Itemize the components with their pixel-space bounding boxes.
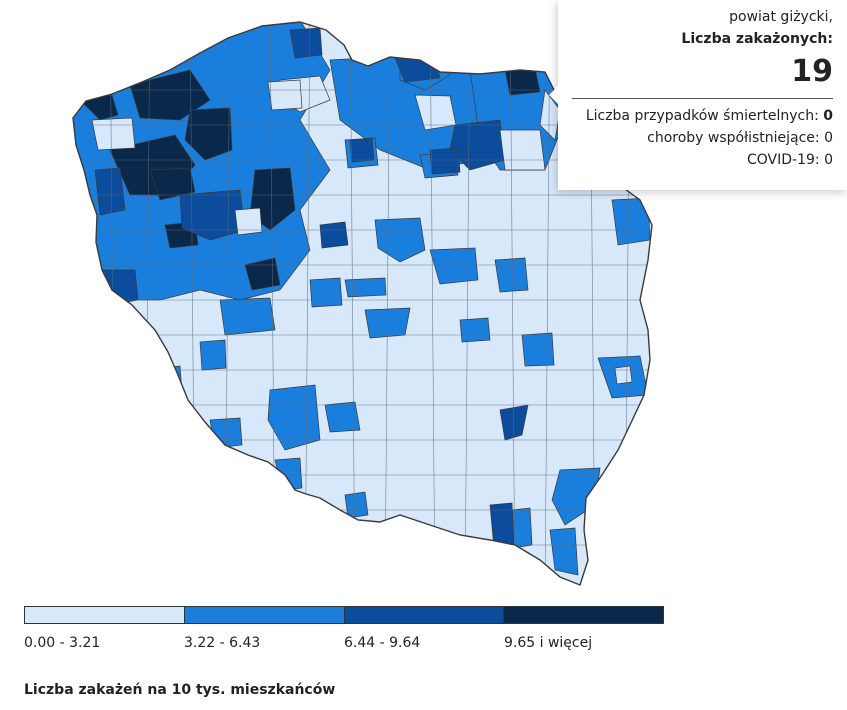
- tooltip-covid-value: 0: [824, 152, 833, 168]
- tooltip-region-name: powiat giżycki,: [729, 9, 833, 25]
- legend-labels: 0.00 - 3.21 3.22 - 6.43 6.44 - 9.64 9.65…: [24, 635, 664, 651]
- district-c-15[interactable]: [267, 384, 321, 451]
- district-c-6[interactable]: [459, 317, 491, 343]
- district-c-7[interactable]: [521, 332, 555, 367]
- district-dark-c-1[interactable]: [319, 221, 349, 249]
- district-se-dark-4[interactable]: [429, 147, 461, 175]
- tooltip-deaths-label: Liczba przypadków śmiertelnych:: [585, 108, 819, 124]
- district-dark-west-edge[interactable]: [94, 167, 126, 216]
- district-c-21[interactable]: [549, 527, 579, 576]
- poland-choropleth-map[interactable]: [0, 0, 847, 600]
- district-c-12[interactable]: [199, 339, 227, 371]
- district-dark-nw-3[interactable]: [184, 107, 233, 161]
- tooltip-deaths-row: Liczba przypadków śmiertelnych: 0: [572, 105, 833, 127]
- district-c-3[interactable]: [494, 257, 529, 293]
- legend-label-1: 3.22 - 6.43: [184, 635, 261, 651]
- tooltip-comorbid-value: 0: [824, 130, 833, 146]
- district-c-9[interactable]: [309, 277, 343, 308]
- district-ne-light-2[interactable]: [499, 129, 546, 171]
- district-c-14[interactable]: [124, 369, 144, 393]
- map-legend: 0.00 - 3.21 3.22 - 6.43 6.44 - 9.64 9.65…: [24, 606, 664, 651]
- district-c-17[interactable]: [324, 401, 361, 433]
- district-nw-light-2[interactable]: [234, 207, 263, 236]
- district-dark-center[interactable]: [249, 167, 296, 231]
- legend-label-0: 0.00 - 3.21: [24, 635, 101, 651]
- district-c-20[interactable]: [551, 467, 601, 526]
- legend-swatch-1[interactable]: [184, 607, 345, 623]
- district-se-dark-3[interactable]: [349, 137, 375, 163]
- tooltip-deaths-value: 0: [823, 108, 833, 124]
- district-c-19[interactable]: [344, 491, 369, 519]
- tooltip-covid-label: COVID-19:: [747, 152, 820, 168]
- district-c-1[interactable]: [374, 217, 426, 263]
- district-dark-nw-5[interactable]: [149, 167, 196, 201]
- district-ne-dark[interactable]: [504, 67, 541, 96]
- district-se-dark-1[interactable]: [499, 404, 529, 441]
- tooltip-comorbid-label: choroby współistniejące:: [647, 130, 820, 146]
- map-svg[interactable]: [0, 0, 847, 600]
- tooltip-metric-value: 19: [791, 54, 833, 89]
- district-dark-w-lower-2[interactable]: [244, 257, 281, 291]
- district-c-11[interactable]: [219, 297, 276, 336]
- legend-swatch-2[interactable]: [344, 607, 505, 623]
- district-dark-w-mid-2[interactable]: [179, 189, 246, 241]
- tooltip-pointer: [549, 86, 558, 104]
- legend-swatch-0[interactable]: [25, 607, 185, 623]
- legend-label-2: 6.44 - 9.64: [344, 635, 421, 651]
- district-ne-2[interactable]: [449, 119, 506, 171]
- tooltip-divider: [572, 98, 833, 99]
- district-c-22[interactable]: [511, 507, 533, 549]
- district-c-18[interactable]: [274, 457, 303, 491]
- district-nw-light[interactable]: [91, 117, 136, 151]
- district-c-4[interactable]: [611, 197, 651, 246]
- legend-caption: Liczba zakażeń na 10 tys. mieszkańców: [24, 682, 336, 698]
- tooltip-metric-label: Liczba zakażonych:: [681, 31, 833, 47]
- district-c-2[interactable]: [429, 247, 479, 285]
- legend-color-bar: [24, 606, 664, 624]
- district-tooltip: powiat giżycki, Liczba zakażonych: 19 Li…: [549, 0, 847, 190]
- tooltip-comorbid-row: choroby współistniejące: 0: [572, 127, 833, 149]
- district-c-10[interactable]: [344, 277, 387, 298]
- district-c-8-light[interactable]: [614, 365, 633, 385]
- district-dark-c-2[interactable]: [289, 27, 323, 59]
- district-nw-light-3[interactable]: [267, 79, 303, 111]
- legend-label-3: 9.65 i więcej: [504, 635, 593, 651]
- legend-swatch-3[interactable]: [504, 607, 663, 623]
- tooltip-covid-row: COVID-19: 0: [572, 149, 833, 171]
